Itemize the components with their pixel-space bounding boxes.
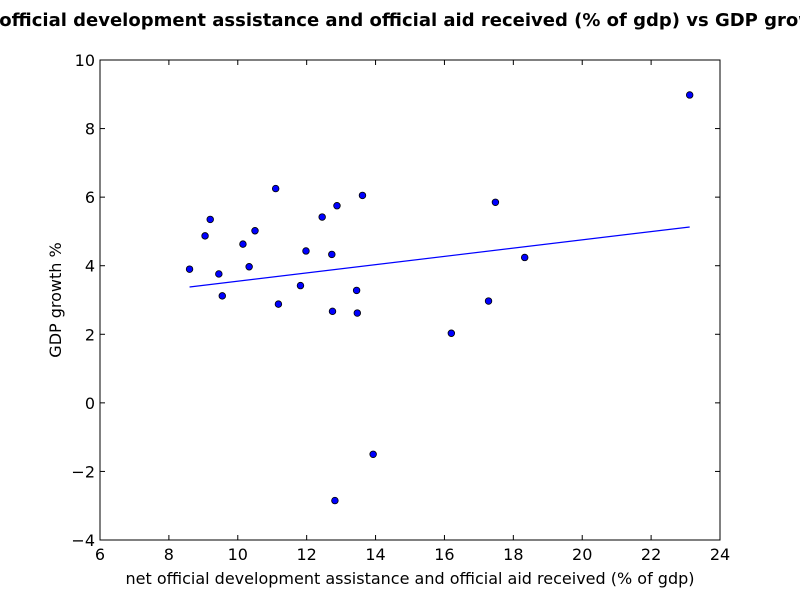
scatter-point	[484, 297, 493, 305]
scatter-point	[185, 265, 194, 273]
y-tick-label: 10	[75, 51, 95, 70]
x-tick-label: 24	[710, 545, 730, 564]
trendline-group	[189, 226, 690, 288]
y-tick-label: −2	[71, 462, 95, 481]
scatter-point	[491, 198, 500, 206]
x-tick-label: 22	[641, 545, 661, 564]
y-axis-label: GDP growth %	[46, 242, 65, 357]
scatter-point	[331, 496, 339, 505]
scatter-point	[251, 227, 259, 235]
y-tick-label: 6	[85, 188, 95, 207]
data-points	[185, 91, 694, 505]
scatter-point	[358, 191, 367, 200]
scatter-point	[685, 91, 694, 99]
x-tick-label: 12	[296, 545, 316, 564]
scatter-point	[369, 450, 377, 458]
scatter-point	[218, 292, 226, 300]
y-tick-label: 0	[85, 394, 95, 413]
scatter-point	[318, 213, 326, 221]
x-tick-label: 6	[95, 545, 105, 564]
scatter-point	[353, 309, 361, 317]
scatter-point	[328, 307, 337, 316]
y-tick-label: 2	[85, 325, 95, 344]
scatter-point	[302, 247, 310, 255]
x-tick-label: 14	[365, 545, 385, 564]
x-axis-label: net official development assistance and …	[126, 569, 695, 588]
scatter-point	[333, 202, 341, 210]
scatter-point	[245, 263, 253, 271]
scatter-point	[271, 184, 280, 193]
y-tick-label: 4	[85, 257, 95, 276]
scatter-point	[352, 286, 361, 295]
y-tick-label: −4	[71, 531, 95, 550]
plot-frame	[99, 59, 721, 541]
scatter-point	[328, 250, 336, 259]
x-tick-label: 8	[164, 545, 174, 564]
scatter-point	[239, 240, 247, 248]
x-tick-label: 18	[503, 545, 523, 564]
scatter-point	[521, 253, 529, 262]
trend-line	[189, 226, 690, 288]
y-tick-label: 8	[85, 120, 95, 139]
x-tick-label: 10	[228, 545, 248, 564]
scatter-point	[215, 270, 223, 278]
x-tick-label: 20	[572, 545, 592, 564]
x-tick-label: 16	[434, 545, 454, 564]
chart-title: net official development assistance and …	[0, 10, 800, 31]
scatter-point	[274, 300, 283, 308]
scatter-point	[201, 232, 209, 240]
scatter-point	[447, 329, 456, 337]
scatter-point	[206, 215, 214, 224]
scatter-point	[296, 281, 305, 290]
